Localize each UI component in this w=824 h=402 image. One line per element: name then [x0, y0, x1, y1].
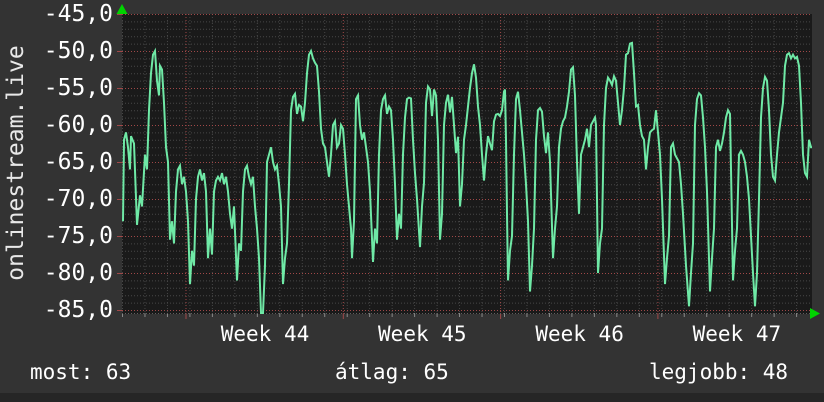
x-week-label: Week 44	[220, 322, 310, 346]
legend-legjobb: legjobb: 48	[649, 360, 789, 384]
x-week-label: Week 45	[378, 322, 467, 346]
signal-line	[122, 41, 812, 314]
y-tick-label: -75,0	[43, 223, 113, 249]
y-tick-label: -70,0	[43, 186, 113, 212]
y-tick-label: -80,0	[43, 260, 113, 286]
x-week-label: Week 46	[535, 322, 624, 346]
y-axis-arrow-icon	[116, 4, 128, 14]
legend-atlag: átlag: 65	[335, 360, 449, 384]
legend-most: most: 63	[30, 360, 132, 384]
x-week-label: Week 47	[692, 322, 782, 346]
x-axis-arrow-icon	[810, 308, 820, 319]
y-tick-label: -60,0	[43, 112, 113, 138]
y-tick-label: -65,0	[43, 149, 113, 175]
y-tick-label: -45,0	[43, 1, 113, 27]
bottom-strip	[0, 393, 824, 402]
y-tick-label: -85,0	[43, 297, 113, 323]
y-tick-label: -50,0	[43, 38, 113, 64]
y-tick-label: -55,0	[43, 75, 113, 101]
